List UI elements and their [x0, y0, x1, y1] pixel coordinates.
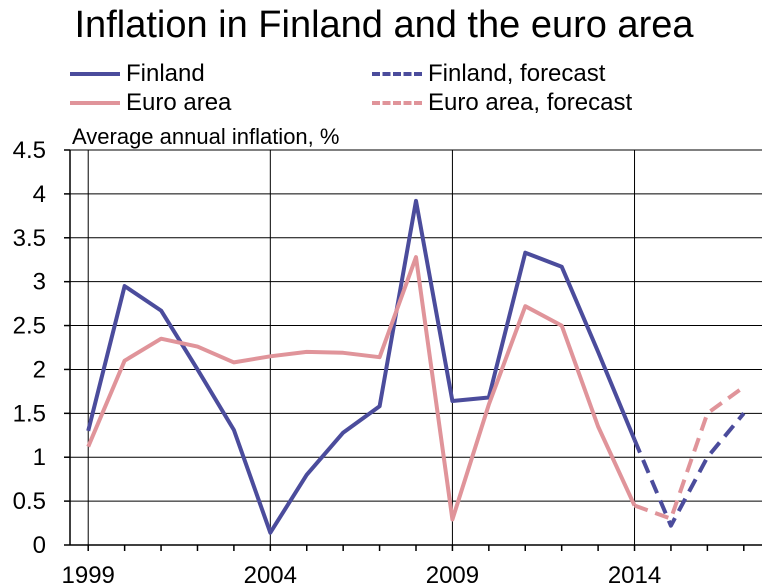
legend-label-finland-forecast: Finland, forecast	[428, 60, 606, 87]
y-tick-label: 1.5	[13, 400, 46, 427]
legend-swatch-finland	[70, 72, 120, 76]
legend-item-euro-area: Euro area	[70, 89, 231, 117]
x-tick-label: 2004	[244, 562, 297, 586]
series-line-finland-forecast	[632, 412, 746, 528]
legend-label-finland: Finland	[126, 60, 205, 87]
y-tick-label: 1	[33, 444, 46, 471]
y-tick-label: 3.5	[13, 225, 46, 252]
y-tick-label: 4.5	[13, 137, 46, 164]
legend-item-finland-forecast: Finland, forecast	[372, 60, 605, 88]
y-axis-label: Average annual inflation, %	[72, 124, 340, 149]
y-tick-label: 0.5	[13, 488, 46, 515]
legend-swatch-euro-area	[70, 101, 120, 105]
y-tick-label: 3	[33, 269, 46, 296]
y-tick-label: 2.5	[13, 313, 46, 340]
legend-item-euro-area-forecast: Euro area, forecast	[372, 89, 632, 117]
legend-swatch-euro-area-forecast	[372, 101, 422, 105]
chart-title: Inflation in Finland and the euro area	[74, 4, 694, 46]
x-tick-label: 2014	[608, 562, 661, 586]
legend-swatch-finland-forecast	[372, 72, 422, 76]
axes	[64, 149, 762, 551]
y-tick-label: 4	[33, 181, 46, 208]
series-lines	[86, 198, 746, 535]
legend-label-euro-area: Euro area	[126, 89, 232, 116]
series-line-finland	[86, 198, 637, 535]
series-line-euro-area	[86, 255, 637, 522]
legend-item-finland: Finland	[70, 60, 205, 88]
x-tick-label: 2009	[426, 562, 479, 586]
series-line-euro-area-forecast	[633, 385, 745, 521]
x-tick-label: 1999	[62, 562, 115, 586]
legend: Finland Euro area Finland, forecast Euro…	[0, 60, 768, 120]
tick-labels: 0 0.5 1 1.5 2 2.5 3 3.5 4 4.5 1999 2004 2009 2014	[13, 137, 662, 586]
legend-label-euro-area-forecast: Euro area, forecast	[428, 89, 633, 116]
y-tick-label: 0	[33, 532, 46, 559]
y-tick-label: 2	[33, 356, 46, 383]
